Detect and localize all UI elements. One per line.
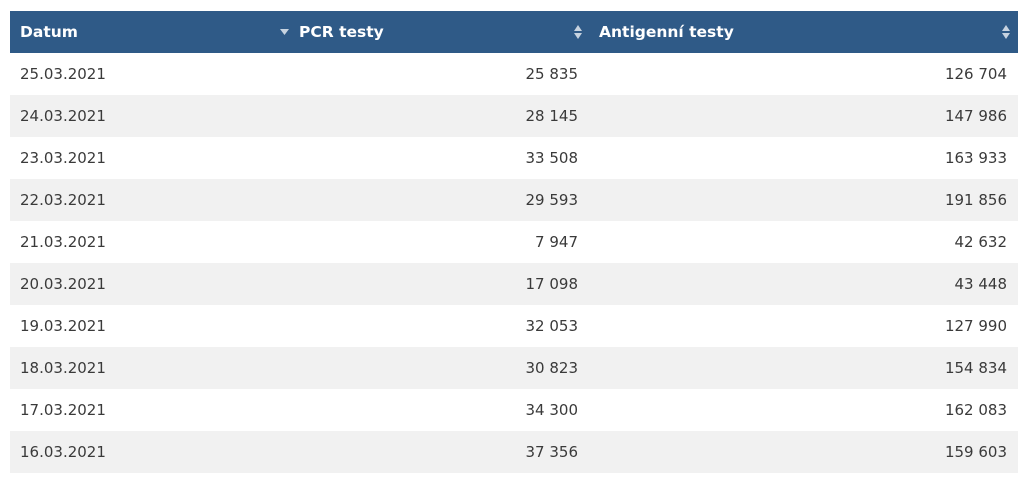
cell-pcr: 28 145 xyxy=(525,107,579,125)
cell-antigen: 154 834 xyxy=(944,359,1007,377)
data-table: Datum PCR testy Antigenní testy xyxy=(10,11,1018,473)
sort-descending-icon xyxy=(278,11,290,53)
table-row: 18.03.2021 30 823 154 834 xyxy=(10,347,1018,389)
cell-datum: 22.03.2021 xyxy=(20,191,106,209)
sort-unsorted-icon xyxy=(572,11,584,53)
cell-antigen: 191 856 xyxy=(944,191,1007,209)
cell-pcr: 25 835 xyxy=(525,65,579,83)
table-row: 17.03.2021 34 300 162 083 xyxy=(10,389,1018,431)
cell-datum: 25.03.2021 xyxy=(20,65,106,83)
cell-datum: 19.03.2021 xyxy=(20,317,106,335)
cell-antigen: 127 990 xyxy=(944,317,1007,335)
cell-antigen: 42 632 xyxy=(954,233,1008,251)
cell-datum: 17.03.2021 xyxy=(20,401,106,419)
cell-pcr: 7 947 xyxy=(535,233,578,251)
table-row: 24.03.2021 28 145 147 986 xyxy=(10,95,1018,137)
table-row: 16.03.2021 37 356 159 603 xyxy=(10,431,1018,473)
cell-antigen: 147 986 xyxy=(944,107,1007,125)
cell-datum: 16.03.2021 xyxy=(20,443,106,461)
cell-datum: 24.03.2021 xyxy=(20,107,106,125)
column-header-label: Antigenní testy xyxy=(599,23,734,41)
cell-datum: 20.03.2021 xyxy=(20,275,106,293)
cell-antigen: 126 704 xyxy=(944,65,1007,83)
cell-pcr: 34 300 xyxy=(525,401,579,419)
cell-datum: 21.03.2021 xyxy=(20,233,106,251)
cell-datum: 18.03.2021 xyxy=(20,359,106,377)
column-header-pcr[interactable]: PCR testy xyxy=(290,11,590,53)
column-header-antigen[interactable]: Antigenní testy xyxy=(590,11,1018,53)
table-row: 19.03.2021 32 053 127 990 xyxy=(10,305,1018,347)
table-row: 20.03.2021 17 098 43 448 xyxy=(10,263,1018,305)
cell-antigen: 162 083 xyxy=(944,401,1007,419)
cell-pcr: 29 593 xyxy=(525,191,579,209)
cell-pcr: 32 053 xyxy=(525,317,579,335)
cell-pcr: 30 823 xyxy=(525,359,579,377)
cell-antigen: 43 448 xyxy=(954,275,1008,293)
sort-unsorted-icon xyxy=(1000,11,1012,53)
cell-pcr: 37 356 xyxy=(525,443,579,461)
column-header-datum[interactable]: Datum xyxy=(10,11,290,53)
column-header-label: PCR testy xyxy=(299,23,384,41)
table-row: 23.03.2021 33 508 163 933 xyxy=(10,137,1018,179)
cell-antigen: 159 603 xyxy=(944,443,1007,461)
column-header-label: Datum xyxy=(20,23,78,41)
table-row: 25.03.2021 25 835 126 704 xyxy=(10,53,1018,95)
cell-antigen: 163 933 xyxy=(944,149,1007,167)
cell-datum: 23.03.2021 xyxy=(20,149,106,167)
cell-pcr: 33 508 xyxy=(525,149,579,167)
table-row: 22.03.2021 29 593 191 856 xyxy=(10,179,1018,221)
table-row: 21.03.2021 7 947 42 632 xyxy=(10,221,1018,263)
table-header: Datum PCR testy Antigenní testy xyxy=(10,11,1018,53)
cell-pcr: 17 098 xyxy=(525,275,579,293)
